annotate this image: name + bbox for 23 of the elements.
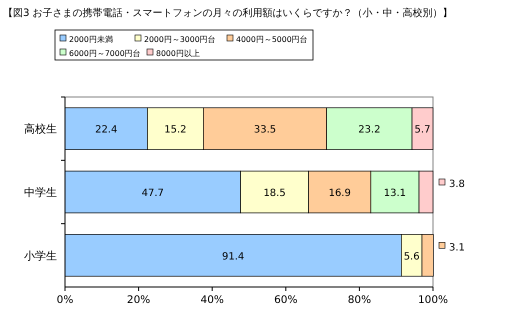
data-label: 5.6	[404, 251, 420, 262]
x-tick-label: 60%	[274, 294, 298, 306]
data-label: 3.1	[449, 242, 465, 254]
x-tick-label: 100%	[418, 294, 448, 306]
x-tick-label: 0%	[56, 294, 74, 306]
data-label: 47.7	[142, 188, 164, 199]
data-label: 91.4	[222, 251, 244, 262]
data-label: 33.5	[254, 124, 276, 136]
data-label: 23.2	[358, 124, 380, 136]
y-tick-label: 中学生	[24, 186, 57, 199]
data-label: 16.9	[328, 188, 351, 199]
chart-title: 【図3 お子さまの携帯電話・スマートフォンの月々の利用額はいくらですか？（小・中・高校別）】	[3, 8, 453, 19]
y-tick-label: 高校生	[24, 122, 57, 136]
data-label: 5.7	[414, 124, 430, 136]
x-tick-label: 20%	[126, 294, 150, 306]
data-label: 13.1	[384, 188, 406, 199]
y-tick-label: 小学生	[24, 249, 57, 262]
x-tick-label: 80%	[348, 294, 372, 306]
x-tick-label: 40%	[200, 294, 224, 306]
data-label: 15.2	[164, 124, 187, 136]
data-label: 22.4	[95, 124, 118, 136]
data-label: 18.5	[263, 188, 286, 199]
data-label: 3.8	[449, 179, 465, 190]
